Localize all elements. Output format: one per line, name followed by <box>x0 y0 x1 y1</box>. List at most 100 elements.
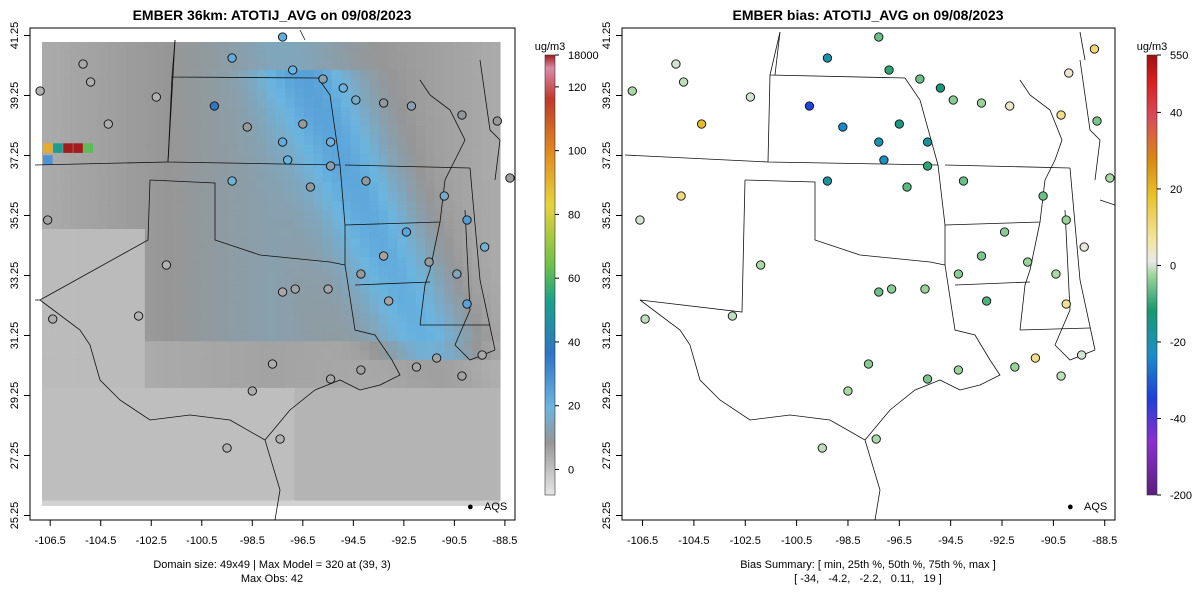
left-model-cell <box>341 229 351 239</box>
left-model-cell <box>303 490 314 501</box>
right-x-tick-label: -94.5 <box>938 535 963 547</box>
left-model-cell <box>331 378 342 389</box>
left-model-cell <box>481 313 492 323</box>
left-model-cell <box>397 294 408 305</box>
left-model-cell <box>210 154 221 164</box>
left-model-cell <box>107 331 118 342</box>
left-model-cell <box>369 406 379 417</box>
left-model-cell <box>135 341 146 351</box>
left-model-cell <box>98 472 108 482</box>
left-model-cell <box>163 191 174 202</box>
left-model-cell <box>172 116 183 127</box>
left-model-cell <box>434 79 445 90</box>
left-model-cell <box>359 434 370 445</box>
left-model-cell <box>107 219 118 230</box>
left-hot-cell <box>63 143 73 153</box>
left-model-cell <box>406 490 417 501</box>
left-model-cell <box>247 453 258 464</box>
left-model-cell <box>294 350 305 361</box>
left-model-cell <box>434 444 445 454</box>
left-model-cell <box>331 303 342 314</box>
left-model-cell <box>79 490 90 501</box>
left-model-cell <box>42 303 52 314</box>
left-model-cell <box>42 434 52 445</box>
left-model-cell <box>303 238 314 249</box>
left-model-cell <box>350 331 361 342</box>
left-model-cell <box>200 331 211 342</box>
left-model-cell <box>79 285 90 295</box>
left-model-cell <box>313 378 323 389</box>
left-model-cell <box>416 126 426 136</box>
left-model-cell <box>425 229 436 239</box>
left-model-cell <box>51 303 62 314</box>
left-model-cell <box>378 434 389 445</box>
left-model-cell <box>285 425 295 436</box>
left-model-cell <box>322 238 333 249</box>
left-model-cell <box>126 416 136 426</box>
left-model-cell <box>444 331 454 342</box>
left-station-marker <box>384 296 394 306</box>
left-model-cell <box>369 229 379 239</box>
left-model-cell <box>313 135 323 146</box>
left-model-cell <box>42 88 52 99</box>
left-model-cell <box>359 275 370 286</box>
left-model-cell <box>257 285 267 295</box>
left-model-cell <box>369 331 379 342</box>
left-model-cell <box>219 182 230 192</box>
left-model-cell <box>416 472 426 482</box>
left-model-cell <box>191 98 202 108</box>
left-x-ticks: -106.5 -104.5 -102.5 -100.5 -98.5 -96.5 -94.5-… <box>35 520 517 547</box>
left-model-cell <box>294 79 305 90</box>
left-model-cell <box>490 490 501 501</box>
left-model-cell <box>79 322 90 333</box>
left-model-cell <box>116 42 127 52</box>
left-model-cell <box>378 88 389 99</box>
left-model-cell <box>275 350 286 361</box>
left-model-cell <box>434 331 445 342</box>
left-model-cell <box>126 182 136 192</box>
left-model-cell <box>219 116 230 127</box>
left-model-cell <box>154 144 164 155</box>
left-model-cell <box>341 350 351 361</box>
left-model-cell <box>481 51 492 62</box>
left-model-cell <box>434 285 445 295</box>
left-model-cell <box>257 266 267 277</box>
left-model-cell <box>229 341 239 351</box>
left-model-cell <box>88 154 99 164</box>
left-model-cell <box>200 51 211 62</box>
left-model-cell <box>453 88 464 99</box>
left-model-cell <box>266 51 277 62</box>
right-station-marker <box>999 227 1010 237</box>
left-model-cell <box>406 444 417 454</box>
left-model-cell <box>144 416 155 426</box>
left-model-cell <box>126 266 136 277</box>
left-model-cell <box>425 378 436 389</box>
left-model-cell <box>98 285 108 295</box>
left-model-cell <box>331 322 342 333</box>
left-model-cell <box>88 144 99 155</box>
left-model-cell <box>444 51 454 62</box>
left-model-cell <box>219 229 230 239</box>
left-model-cell <box>51 247 62 258</box>
left-model-cell <box>490 51 501 62</box>
left-model-cell <box>88 387 99 398</box>
left-model-cell <box>322 462 333 473</box>
left-model-cell <box>247 416 258 426</box>
left-model-cell <box>472 154 482 164</box>
left-model-cell <box>406 425 417 436</box>
left-model-cell <box>60 191 71 202</box>
left-model-cell <box>350 462 361 473</box>
left-model-cell <box>238 397 249 408</box>
left-model-cell <box>238 98 249 108</box>
right-station-marker <box>902 182 912 192</box>
right-station-marker <box>981 296 992 306</box>
left-model-cell <box>313 341 323 351</box>
left-model-cell <box>51 88 62 99</box>
left-model-cell <box>266 182 277 192</box>
left-model-cell <box>453 257 464 267</box>
left-model-cell <box>275 229 286 239</box>
left-model-cell <box>481 219 492 230</box>
left-model-cell <box>490 462 501 473</box>
left-model-cell <box>51 200 62 211</box>
